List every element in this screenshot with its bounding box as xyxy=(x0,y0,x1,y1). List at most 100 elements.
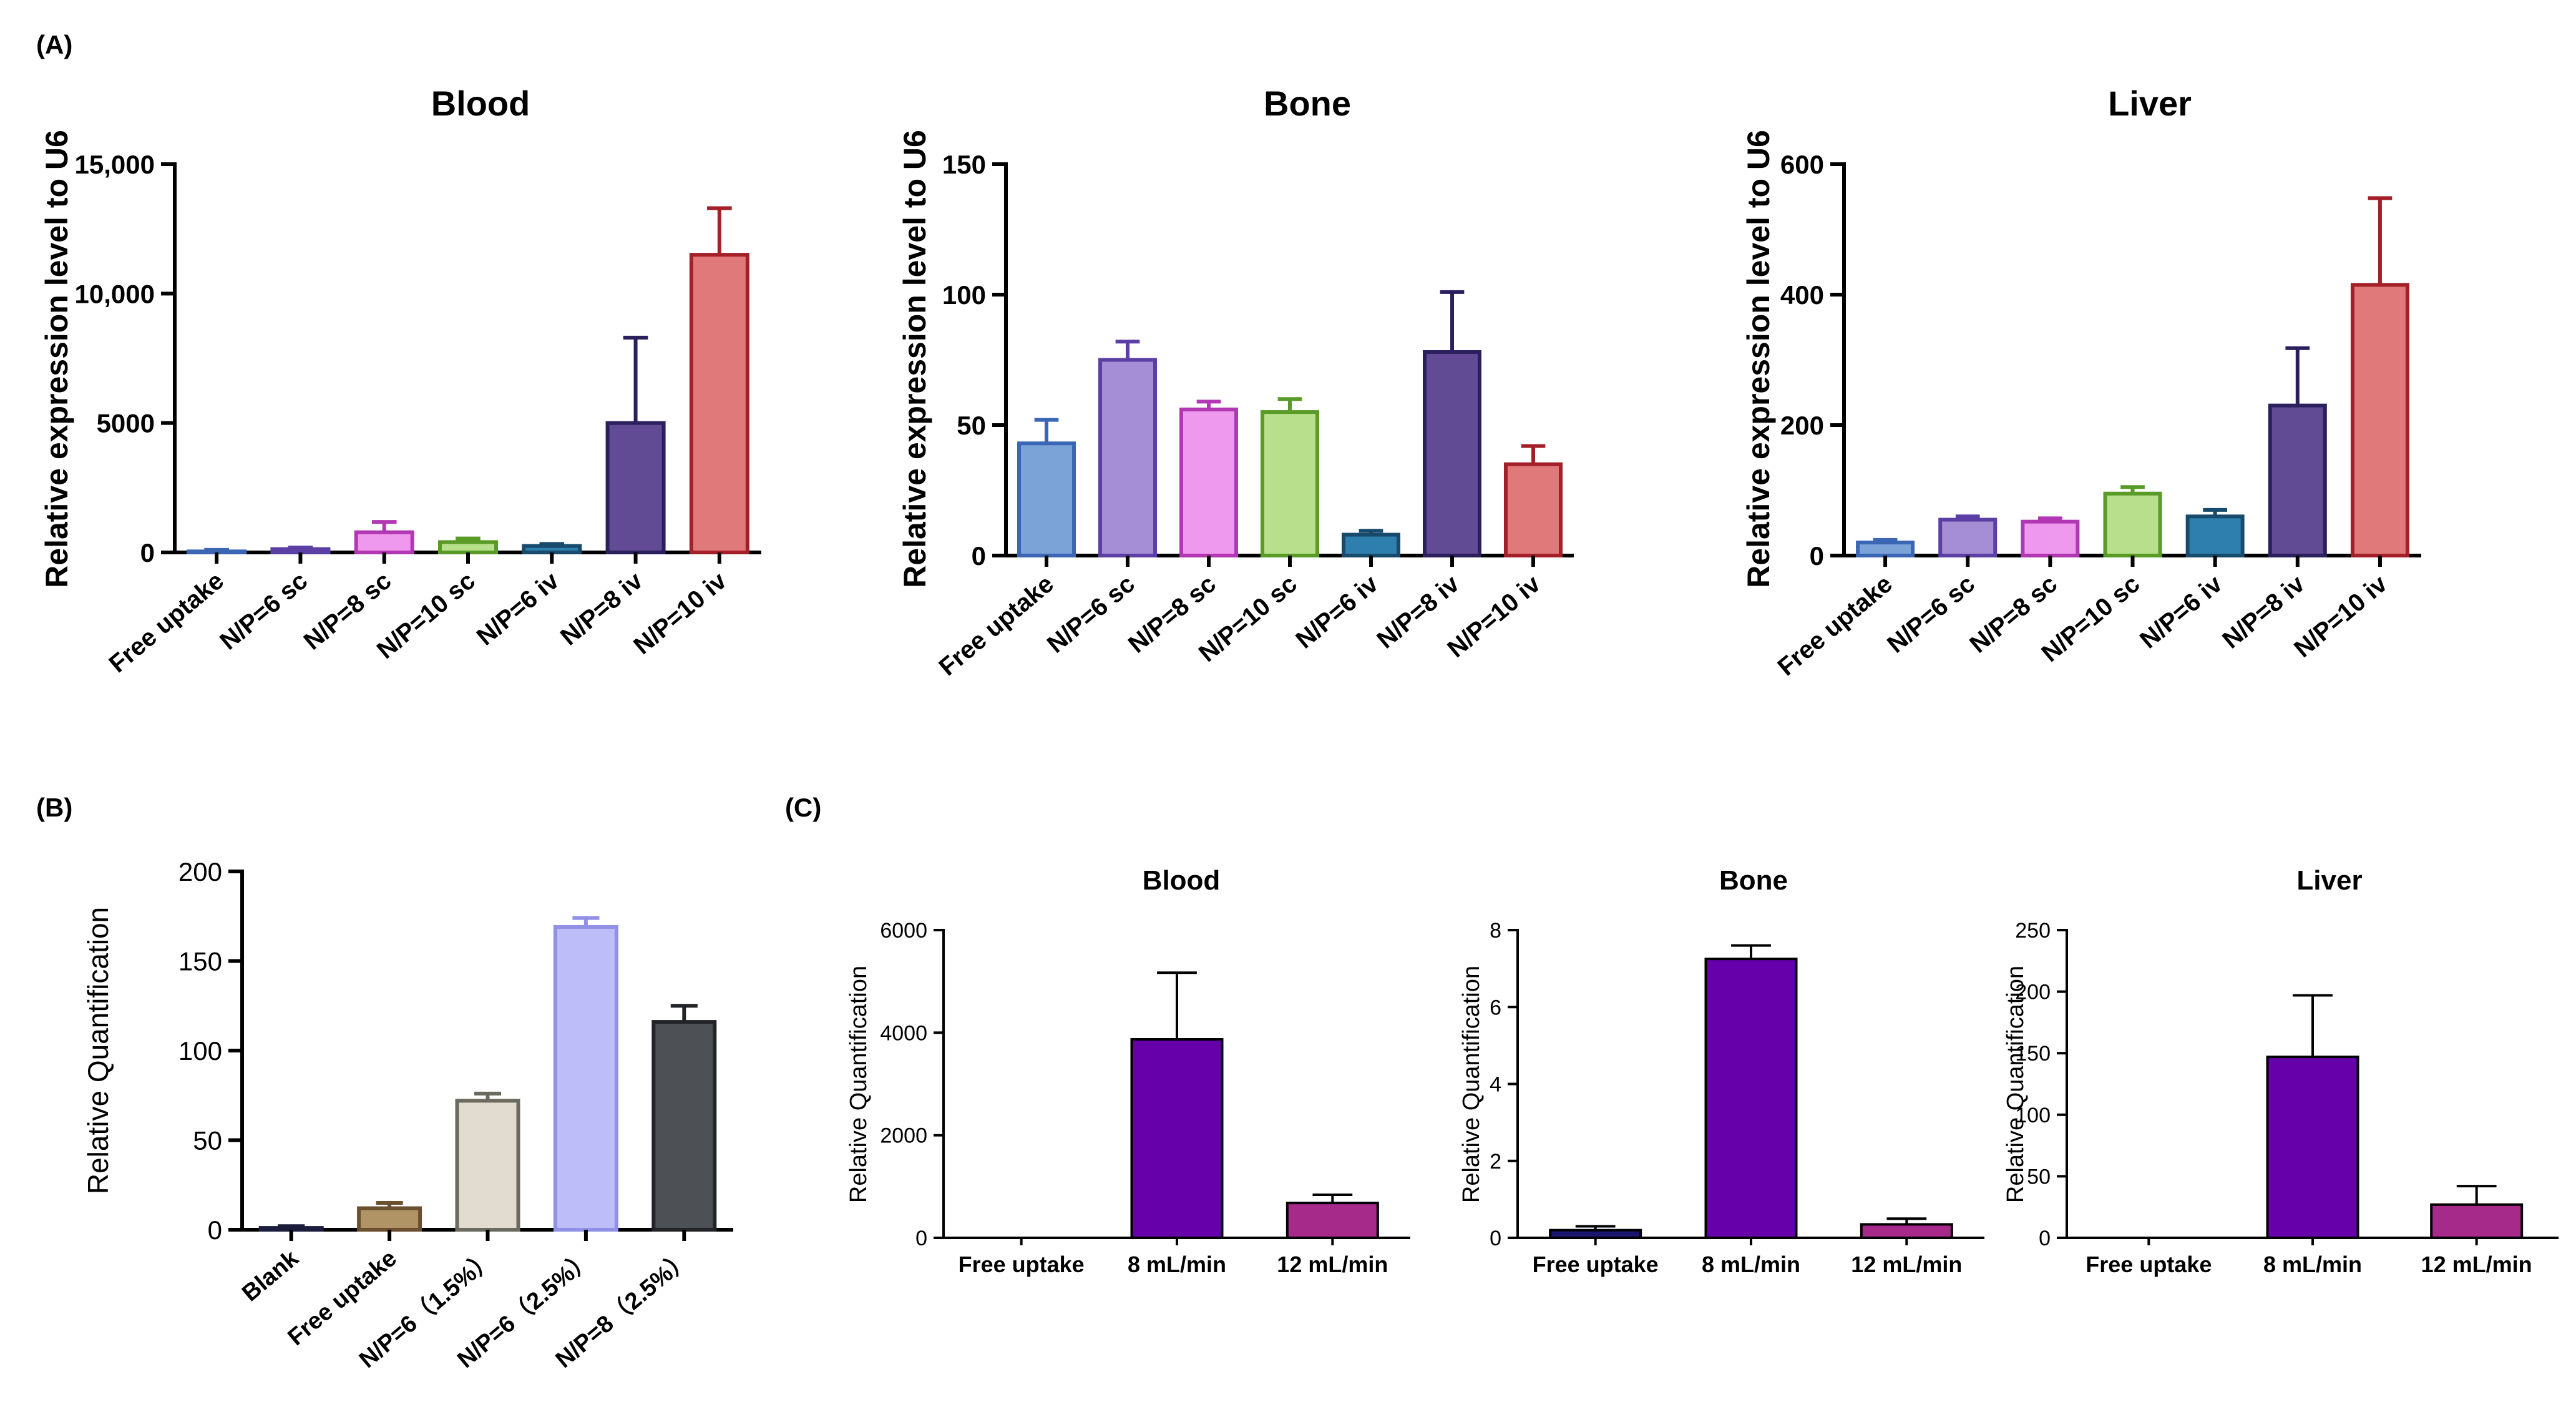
y-tick-label: 4 xyxy=(1490,1073,1501,1097)
bar xyxy=(553,924,618,1232)
bar xyxy=(2266,1056,2359,1239)
x-category-label: Free uptake xyxy=(1773,570,1898,681)
y-tick-label: 5000 xyxy=(97,409,155,438)
bar xyxy=(1342,532,1400,557)
bar xyxy=(1098,358,1157,557)
y-axis-label: Relative Quantification xyxy=(846,966,872,1203)
x-category-label: N/P=10 iv xyxy=(2289,570,2393,663)
y-tick-label: 200 xyxy=(1780,411,1824,440)
bar xyxy=(438,540,498,554)
x-category-label: N/P=10 iv xyxy=(628,567,732,660)
y-tick-label: 2 xyxy=(1490,1150,1501,1174)
x-category-label: Blank xyxy=(237,1245,304,1307)
bar xyxy=(651,1020,717,1232)
bar xyxy=(2021,519,2080,557)
y-tick-label: 600 xyxy=(1780,150,1824,179)
y-tick-label: 50 xyxy=(957,411,986,440)
y-tick-label: 50 xyxy=(193,1126,222,1155)
y-tick-label: 200 xyxy=(2015,981,2051,1004)
chart-c-liver: Liver Relative Quantification 0 50 100 150 200… xyxy=(2003,865,2559,1277)
y-tick-label: 8 xyxy=(1490,919,1501,943)
x-category-label: N/P=6 sc xyxy=(1042,570,1140,659)
y-tick-label: 150 xyxy=(178,947,222,976)
y-tick-label: 15,000 xyxy=(75,150,155,179)
y-tick-label: 6 xyxy=(1490,996,1501,1019)
x-category-label: 8 mL/min xyxy=(2263,1252,2362,1277)
y-tick-label: 100 xyxy=(2015,1104,2051,1127)
panel-label-b: (B) xyxy=(36,793,72,822)
y-tick-label: 400 xyxy=(1780,280,1824,310)
x-category-label: N/P=6 sc xyxy=(215,567,313,655)
chart-a-bone: Bone Relative expression level to U6 0 50 10… xyxy=(897,84,1574,681)
bar xyxy=(1860,1223,1953,1240)
y-tick-label: 0 xyxy=(1490,1227,1501,1250)
bar xyxy=(2350,283,2409,557)
bar xyxy=(1286,1202,1379,1240)
y-tick-label: 100 xyxy=(178,1036,222,1066)
bar xyxy=(605,421,666,555)
x-category-label: N/P=6 iv xyxy=(2135,570,2228,654)
y-tick-label: 200 xyxy=(178,857,222,886)
bar xyxy=(2185,514,2245,557)
x-category-label: 8 mL/min xyxy=(1128,1252,1226,1277)
x-category-label: N/P=6 sc xyxy=(1882,570,1980,659)
panel-label-a: (A) xyxy=(36,30,72,59)
bar xyxy=(455,1099,520,1232)
y-axis-label: Relative expression level to U6 xyxy=(897,130,932,588)
panel-label-c: (C) xyxy=(785,793,821,822)
y-tick-label: 2000 xyxy=(880,1124,927,1148)
x-category-label: 12 mL/min xyxy=(2421,1252,2532,1277)
bar xyxy=(2268,403,2327,558)
x-category-label: 8 mL/min xyxy=(1702,1252,1800,1277)
x-category-label: N/P=6 iv xyxy=(1290,570,1383,654)
x-category-label: Free uptake xyxy=(1533,1252,1659,1277)
x-category-label: Free uptake xyxy=(959,1252,1085,1277)
y-tick-label: 0 xyxy=(140,538,155,567)
bar xyxy=(522,544,582,555)
y-axis-label: Relative expression level to U6 xyxy=(1741,130,1776,588)
chart-title: Blood xyxy=(431,84,530,123)
y-tick-label: 250 xyxy=(2015,919,2051,943)
bar xyxy=(1856,541,1915,557)
x-category-label: Free uptake xyxy=(934,570,1059,681)
bar xyxy=(1423,350,1481,558)
bar xyxy=(1179,407,1238,557)
chart-title: Bone xyxy=(1264,84,1351,123)
chart-c-bone: Bone Relative Quantification 0 2 4 6 8 Free upt… xyxy=(1458,865,1984,1277)
bar xyxy=(689,253,749,554)
y-axis-label: Relative expression level to U6 xyxy=(39,130,74,588)
x-category-label: 12 mL/min xyxy=(1851,1252,1962,1277)
y-axis-label: Relative Quantification xyxy=(1458,966,1485,1203)
y-axis-label: Relative Quantification xyxy=(2003,966,2029,1203)
bar xyxy=(270,547,331,554)
y-tick-label: 6000 xyxy=(880,919,927,943)
y-tick-label: 4000 xyxy=(880,1021,927,1045)
chart-b: Relative Quantification 0 50 100 150 200 Blank… xyxy=(82,857,733,1373)
bar xyxy=(258,1226,324,1232)
chart-title: Liver xyxy=(2296,865,2362,896)
bar xyxy=(1549,1228,1642,1240)
bar xyxy=(2430,1203,2524,1239)
chart-title: Liver xyxy=(2108,84,2192,123)
bar xyxy=(187,549,247,554)
y-tick-label: 150 xyxy=(942,150,986,179)
bar xyxy=(1704,958,1798,1239)
bar xyxy=(357,1206,422,1232)
bar xyxy=(1017,441,1076,558)
y-tick-label: 0 xyxy=(915,1227,927,1250)
y-tick-label: 0 xyxy=(2039,1227,2051,1250)
bar xyxy=(1261,410,1319,557)
bar xyxy=(1130,1038,1224,1239)
bar xyxy=(354,530,414,555)
x-category-label: Free uptake xyxy=(104,567,229,678)
y-tick-label: 0 xyxy=(972,541,986,571)
bar xyxy=(1938,517,1998,558)
x-category-label: 12 mL/min xyxy=(1277,1252,1388,1277)
chart-title: Blood xyxy=(1143,865,1221,896)
chart-title: Bone xyxy=(1719,865,1788,896)
y-tick-label: 50 xyxy=(2027,1165,2051,1189)
x-category-label: Free uptake xyxy=(2086,1252,2212,1277)
bar xyxy=(2103,491,2162,557)
y-tick-label: 150 xyxy=(2015,1042,2051,1066)
